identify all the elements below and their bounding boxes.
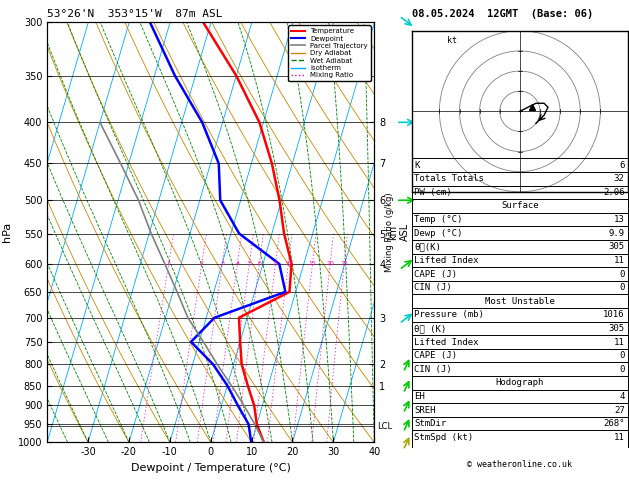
Text: Most Unstable: Most Unstable (485, 297, 555, 306)
Text: 53°26'N  353°15'W  87m ASL: 53°26'N 353°15'W 87m ASL (47, 9, 223, 19)
Legend: Temperature, Dewpoint, Parcel Trajectory, Dry Adiabat, Wet Adiabat, Isotherm, Mi: Temperature, Dewpoint, Parcel Trajectory… (288, 25, 370, 81)
Text: 11: 11 (614, 256, 625, 265)
Text: 2: 2 (200, 261, 204, 266)
Text: K: K (414, 161, 420, 170)
Text: 11: 11 (614, 338, 625, 347)
Text: 4: 4 (235, 261, 239, 266)
Text: 5: 5 (247, 261, 251, 266)
Text: 11: 11 (614, 433, 625, 442)
Y-axis label: hPa: hPa (3, 222, 12, 242)
Text: Hodograph: Hodograph (496, 379, 544, 387)
Text: 1016: 1016 (603, 311, 625, 319)
Text: 305: 305 (608, 243, 625, 251)
Text: kt: kt (447, 36, 457, 45)
Text: 13: 13 (614, 215, 625, 224)
Text: 6: 6 (257, 261, 261, 266)
Text: Lifted Index: Lifted Index (414, 256, 479, 265)
Text: θᴇ (K): θᴇ (K) (414, 324, 446, 333)
Text: 0: 0 (619, 351, 625, 360)
Text: Pressure (mb): Pressure (mb) (414, 311, 484, 319)
Text: StmDir: StmDir (414, 419, 446, 428)
Text: Totals Totals: Totals Totals (414, 174, 484, 183)
Text: 268°: 268° (603, 419, 625, 428)
Text: θᴇ(K): θᴇ(K) (414, 243, 441, 251)
Y-axis label: km
ASL: km ASL (388, 223, 409, 241)
Text: 9.9: 9.9 (608, 229, 625, 238)
Text: 6: 6 (619, 161, 625, 170)
Text: 27: 27 (614, 406, 625, 415)
Text: SREH: SREH (414, 406, 435, 415)
Text: Surface: Surface (501, 202, 538, 210)
Text: 0: 0 (619, 283, 625, 292)
Text: 10: 10 (284, 261, 292, 266)
Text: 305: 305 (608, 324, 625, 333)
Text: 0: 0 (619, 365, 625, 374)
Text: Temp (°C): Temp (°C) (414, 215, 462, 224)
Text: EH: EH (414, 392, 425, 401)
Text: StmSpd (kt): StmSpd (kt) (414, 433, 473, 442)
Text: 2.06: 2.06 (603, 188, 625, 197)
Text: LCL: LCL (377, 422, 392, 431)
Text: 25: 25 (340, 261, 348, 266)
Text: 20: 20 (326, 261, 334, 266)
Text: Lifted Index: Lifted Index (414, 338, 479, 347)
Text: CIN (J): CIN (J) (414, 365, 452, 374)
X-axis label: Dewpoint / Temperature (°C): Dewpoint / Temperature (°C) (131, 463, 291, 473)
Text: Mixing Ratio (g/kg): Mixing Ratio (g/kg) (386, 192, 394, 272)
Text: PW (cm): PW (cm) (414, 188, 452, 197)
Text: CIN (J): CIN (J) (414, 283, 452, 292)
Text: 15: 15 (309, 261, 316, 266)
Text: 4: 4 (619, 392, 625, 401)
Text: 3: 3 (220, 261, 225, 266)
Text: 32: 32 (614, 174, 625, 183)
Text: 0: 0 (619, 270, 625, 278)
Text: © weatheronline.co.uk: © weatheronline.co.uk (467, 460, 572, 469)
Text: 1: 1 (167, 261, 170, 266)
Text: 08.05.2024  12GMT  (Base: 06): 08.05.2024 12GMT (Base: 06) (412, 9, 593, 19)
Text: CAPE (J): CAPE (J) (414, 351, 457, 360)
Text: CAPE (J): CAPE (J) (414, 270, 457, 278)
Text: Dewp (°C): Dewp (°C) (414, 229, 462, 238)
Text: 8: 8 (274, 261, 277, 266)
